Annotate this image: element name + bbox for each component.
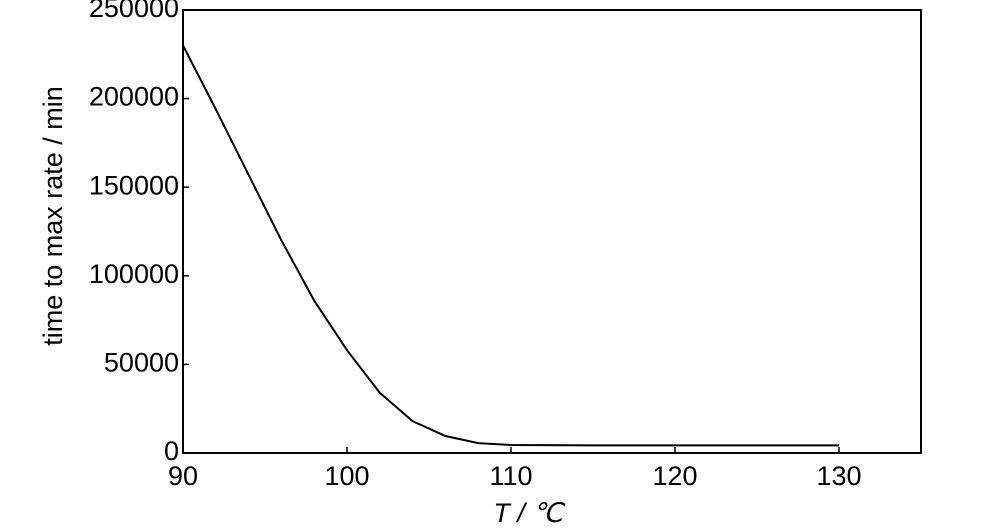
y-tick-label: 50000 (104, 348, 179, 378)
x-tick-label: 90 (168, 461, 198, 491)
y-axis-label: time to max rate / min (38, 86, 68, 346)
x-axis-label: T / ℃ (493, 498, 565, 528)
y-tick-label: 150000 (89, 170, 179, 200)
x-tick-label: 120 (652, 461, 697, 491)
x-tick-label: 100 (324, 461, 369, 491)
x-tick-label: 110 (489, 461, 532, 491)
plot-frame (182, 9, 922, 454)
y-tick-label: 100000 (89, 259, 179, 289)
y-tick-label: 0 (164, 436, 179, 466)
x-tick-label: 130 (816, 461, 861, 491)
y-tick-label: 250000 (89, 0, 179, 23)
y-tick-label: 200000 (89, 82, 179, 112)
line-series (182, 44, 839, 447)
